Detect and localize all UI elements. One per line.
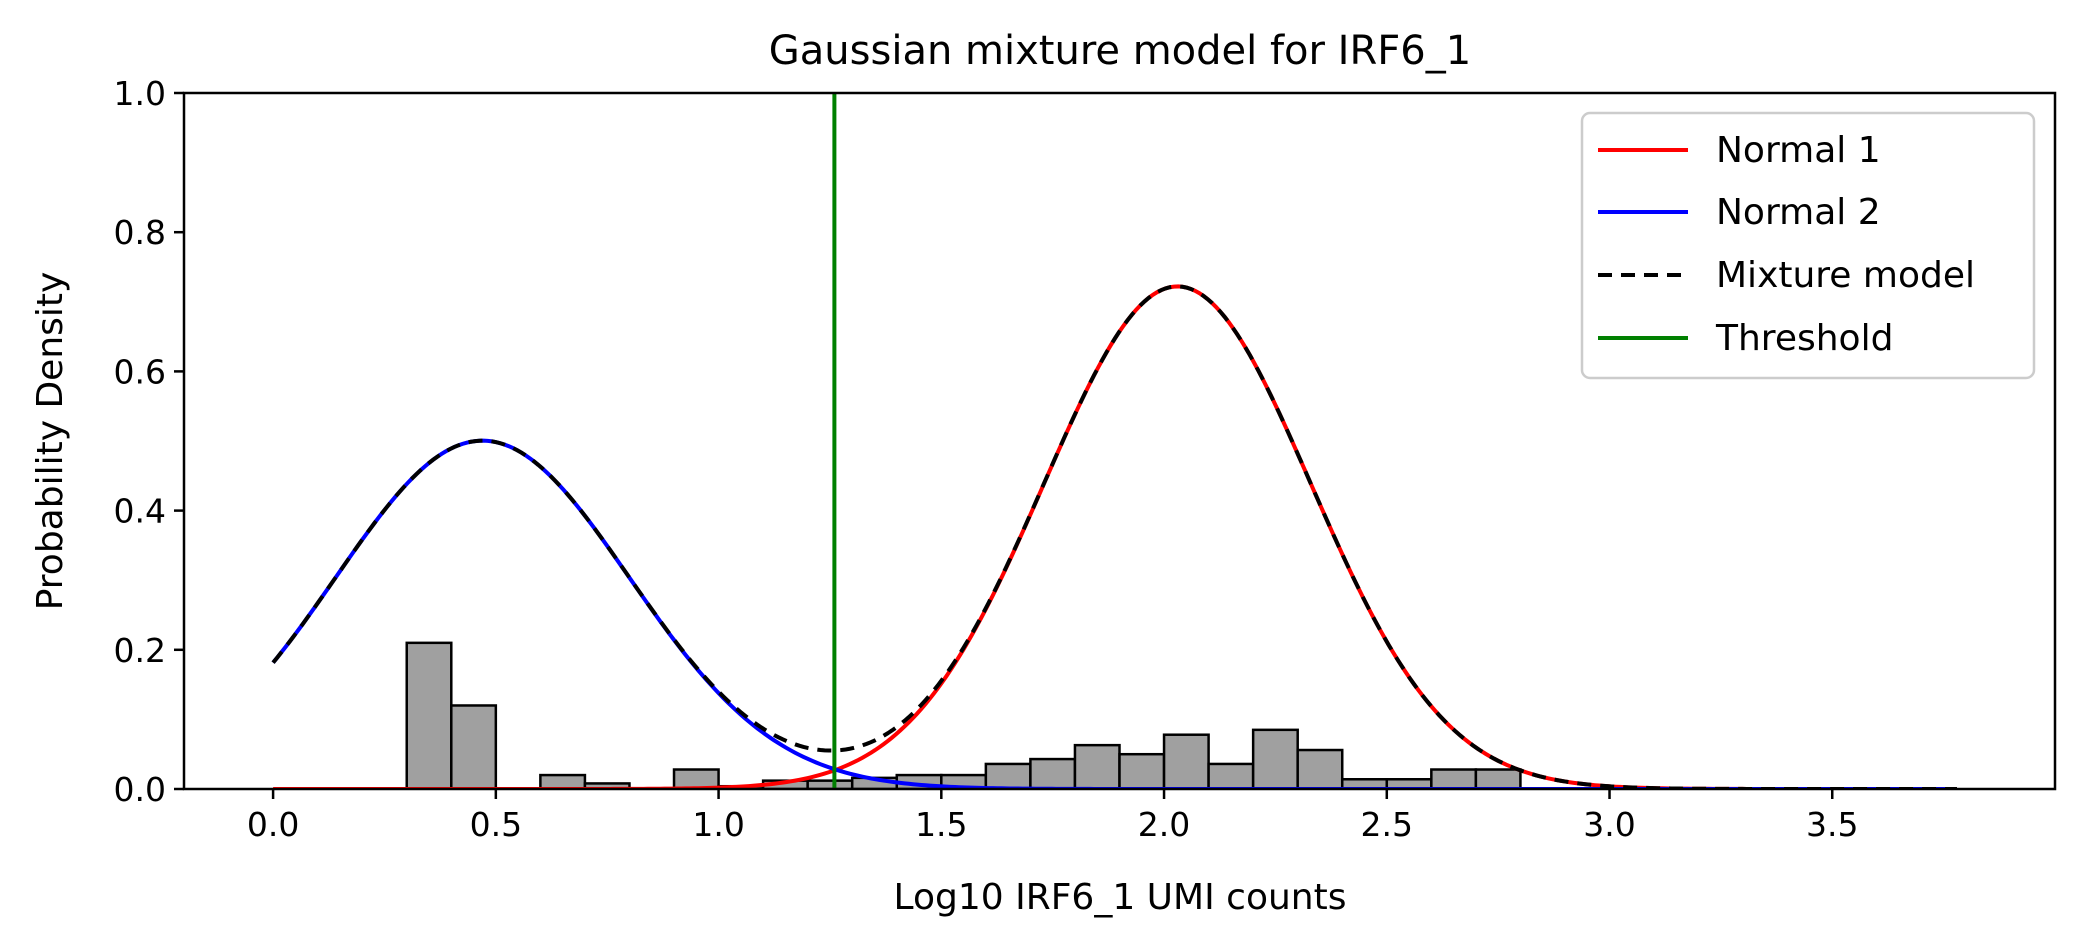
y-tick-label: 0.0 (114, 770, 166, 809)
histogram-bar-17 (1251, 728, 1299, 789)
x-axis-label: Log10 IRF6_1 UMI counts (894, 877, 1347, 918)
x-tick-label: 0.0 (247, 805, 299, 844)
y-tick-label: 0.2 (114, 631, 166, 670)
x-axis-ticks: 0.0 0.5 1.0 1.5 2.0 2.5 3.0 3.5 (247, 789, 1859, 844)
legend-box (1580, 111, 2036, 380)
histogram-bar-12 (1029, 757, 1077, 789)
y-axis-label: Probability Density (30, 272, 71, 611)
legend-label-mixture-model: Mixture model (1716, 255, 1975, 296)
histogram-bar-22 (1474, 768, 1522, 789)
legend: Normal 1 Normal 2 Mixture model Threshol… (1580, 111, 2036, 380)
y-axis-ticks: 0.0 0.2 0.4 0.6 0.8 1.0 (114, 74, 184, 809)
x-tick-label: 1.0 (692, 805, 744, 844)
y-tick-label: 1.0 (114, 74, 166, 113)
histogram-bar-18 (1296, 748, 1344, 789)
y-tick-label: 0.4 (114, 492, 166, 531)
x-tick-label: 2.5 (1361, 805, 1413, 844)
histogram-bar-14 (1118, 752, 1166, 789)
histogram-bar-4 (672, 768, 720, 789)
x-tick-label: 3.0 (1583, 805, 1635, 844)
x-tick-label: 0.5 (470, 805, 522, 844)
histogram-bar-2 (539, 773, 587, 789)
histogram-bar-11 (984, 762, 1032, 789)
chart-title: Gaussian mixture model for IRF6_1 (769, 28, 1471, 74)
legend-label-normal-1: Normal 1 (1716, 130, 1881, 171)
histogram-bar-13 (1073, 743, 1121, 789)
histogram-bar-16 (1207, 762, 1255, 789)
x-tick-label: 3.5 (1806, 805, 1858, 844)
x-tick-label: 2.0 (1138, 805, 1190, 844)
histogram-bar-0 (405, 641, 453, 789)
histogram-bar-3 (583, 782, 631, 789)
legend-label-threshold: Threshold (1715, 318, 1893, 359)
plot-frame (182, 91, 2057, 791)
histogram-bar-1 (450, 704, 498, 789)
histogram-bar-21 (1430, 768, 1478, 789)
y-tick-label: 0.8 (114, 213, 166, 252)
histogram-bar-7 (806, 779, 854, 789)
legend-label-normal-2: Normal 2 (1716, 192, 1881, 233)
histogram-bar-15 (1162, 733, 1210, 789)
y-tick-label: 0.6 (114, 352, 166, 391)
x-tick-label: 1.5 (915, 805, 967, 844)
